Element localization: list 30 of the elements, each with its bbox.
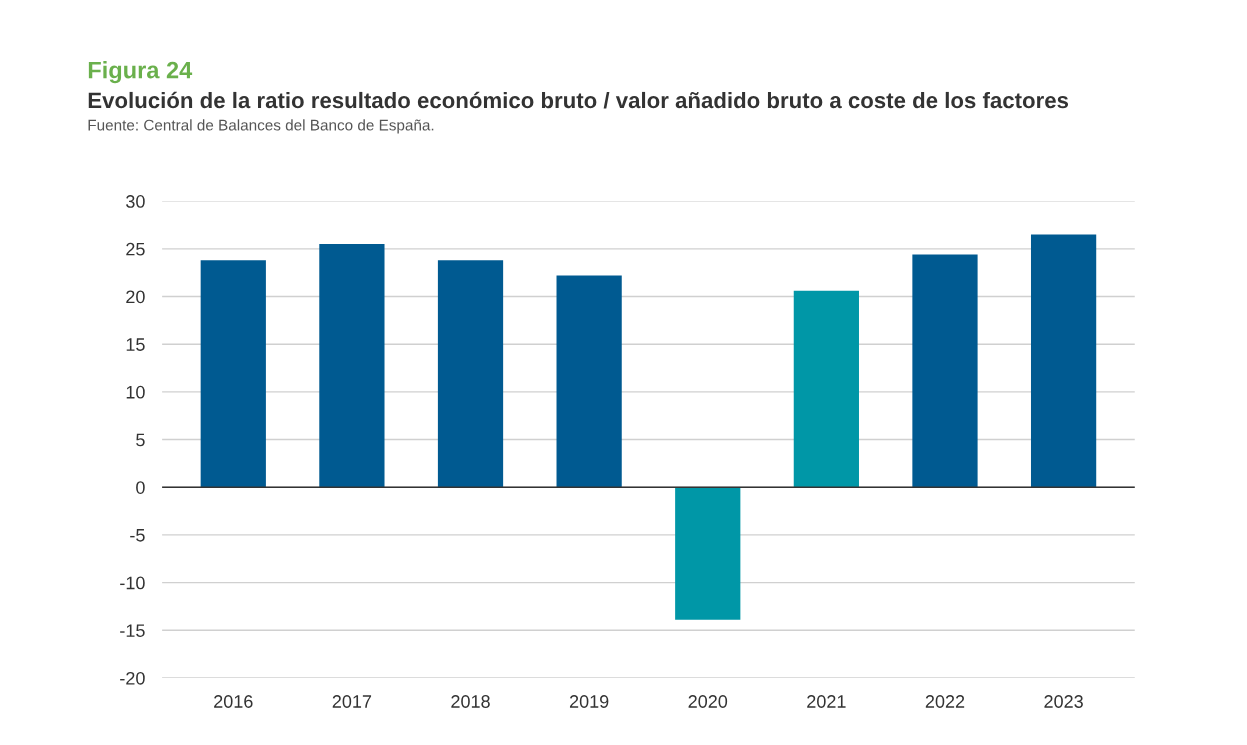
x-tick-label: 2021: [807, 695, 846, 708]
x-tick-label: 2023: [1044, 695, 1083, 708]
y-tick-label: 5: [136, 433, 145, 447]
bar: [200, 260, 266, 488]
x-tick-label: 2020: [688, 695, 728, 708]
chart-title: Figura 24: [88, 61, 193, 84]
bar: [556, 275, 622, 488]
x-tick-label: 2016: [214, 695, 253, 708]
y-tick-label: 20: [126, 290, 145, 304]
y-tick-label: 10: [126, 385, 145, 399]
y-tick-label: -10: [120, 576, 145, 590]
x-tick-label: 2022: [925, 695, 965, 708]
bar: [675, 487, 741, 620]
y-tick-label: -15: [120, 624, 145, 637]
y-tick-label: 30: [126, 195, 145, 208]
y-tick-label: -5: [130, 529, 145, 542]
bar: [1030, 234, 1097, 488]
bar: [437, 260, 504, 488]
x-tick-label: 2019: [569, 695, 609, 708]
x-tick-label: 2018: [451, 695, 490, 708]
bar: [912, 254, 978, 488]
chart-subtitle: Evolución de la ratio resultado económico bruto / valor añadido bruto a coste de los factores: [88, 91, 1069, 109]
source-note: Fuente: Central de Balances del Banco de España.: [88, 119, 434, 134]
bar: [319, 244, 385, 488]
y-tick-label: 15: [126, 338, 145, 351]
y-tick-label: -20: [120, 671, 145, 685]
y-tick-label: 0: [136, 481, 145, 494]
x-tick-label: 2017: [332, 695, 372, 708]
y-tick-label: 25: [126, 242, 145, 256]
bar: [793, 290, 859, 488]
